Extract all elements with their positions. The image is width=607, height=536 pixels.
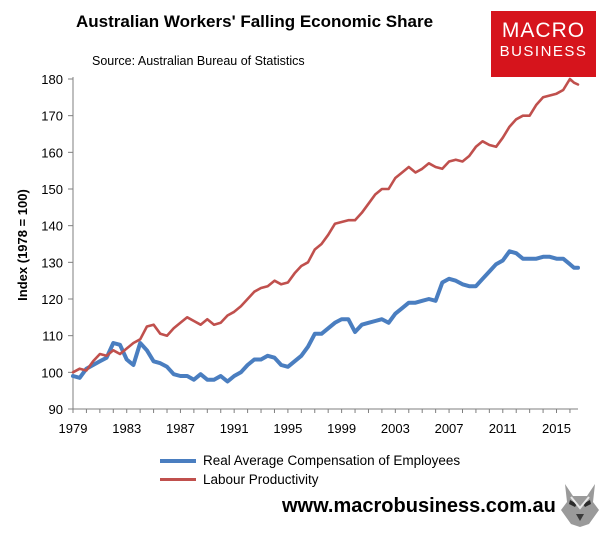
legend-label-productivity: Labour Productivity	[203, 472, 319, 487]
x-tick-label: 1979	[59, 421, 88, 436]
wolf-logo-icon	[559, 480, 601, 528]
y-tick-label: 180	[41, 72, 63, 87]
macrobusiness-logo[interactable]: MACRO BUSINESS	[491, 11, 596, 77]
legend-swatch-productivity	[160, 478, 196, 481]
x-tick-label: 2007	[435, 421, 464, 436]
y-tick-label: 170	[41, 109, 63, 124]
x-tick-label: 2011	[489, 421, 517, 436]
y-tick-label: 90	[49, 402, 63, 417]
chart-series	[71, 77, 580, 384]
logo-line-2: BUSINESS	[499, 43, 588, 60]
legend-label-compensation: Real Average Compensation of Employees	[203, 453, 461, 468]
x-tick-label: 1991	[220, 421, 249, 436]
y-tick-label: 140	[41, 219, 63, 234]
chart-source: Source: Australian Bureau of Statistics	[92, 54, 305, 68]
series-line-compensation	[71, 249, 580, 384]
x-tick-label: 2003	[381, 421, 410, 436]
x-tick-label: 1999	[327, 421, 356, 436]
y-tick-label: 100	[41, 365, 63, 380]
x-tick-label: 1995	[273, 421, 302, 436]
chart-tick-labels: 90 100 110 120 130 140 150 160 170 180 1979 1983 198…	[41, 72, 571, 436]
footer-url[interactable]: www.macrobusiness.com.au	[282, 495, 556, 517]
y-tick-label: 120	[41, 292, 63, 307]
legend-item-compensation[interactable]: Real Average Compensation of Employees	[160, 453, 460, 468]
series-line-productivity	[71, 77, 580, 374]
y-tick-label: 110	[42, 329, 63, 344]
x-tick-label: 1987	[166, 421, 195, 436]
x-tick-label: 1983	[112, 421, 141, 436]
legend-item-productivity[interactable]: Labour Productivity	[160, 472, 319, 487]
y-tick-label: 130	[41, 255, 63, 270]
legend-swatch-compensation	[160, 458, 196, 463]
chart-axes	[68, 77, 578, 413]
chart-title: Australian Workers' Falling Economic Sha…	[76, 12, 434, 31]
y-tick-label: 150	[41, 182, 63, 197]
x-tick-label: 2015	[542, 421, 571, 436]
y-tick-label: 160	[41, 145, 63, 160]
logo-line-1: MACRO	[501, 19, 586, 42]
y-axis-label: Index (1978 = 100)	[15, 189, 30, 301]
